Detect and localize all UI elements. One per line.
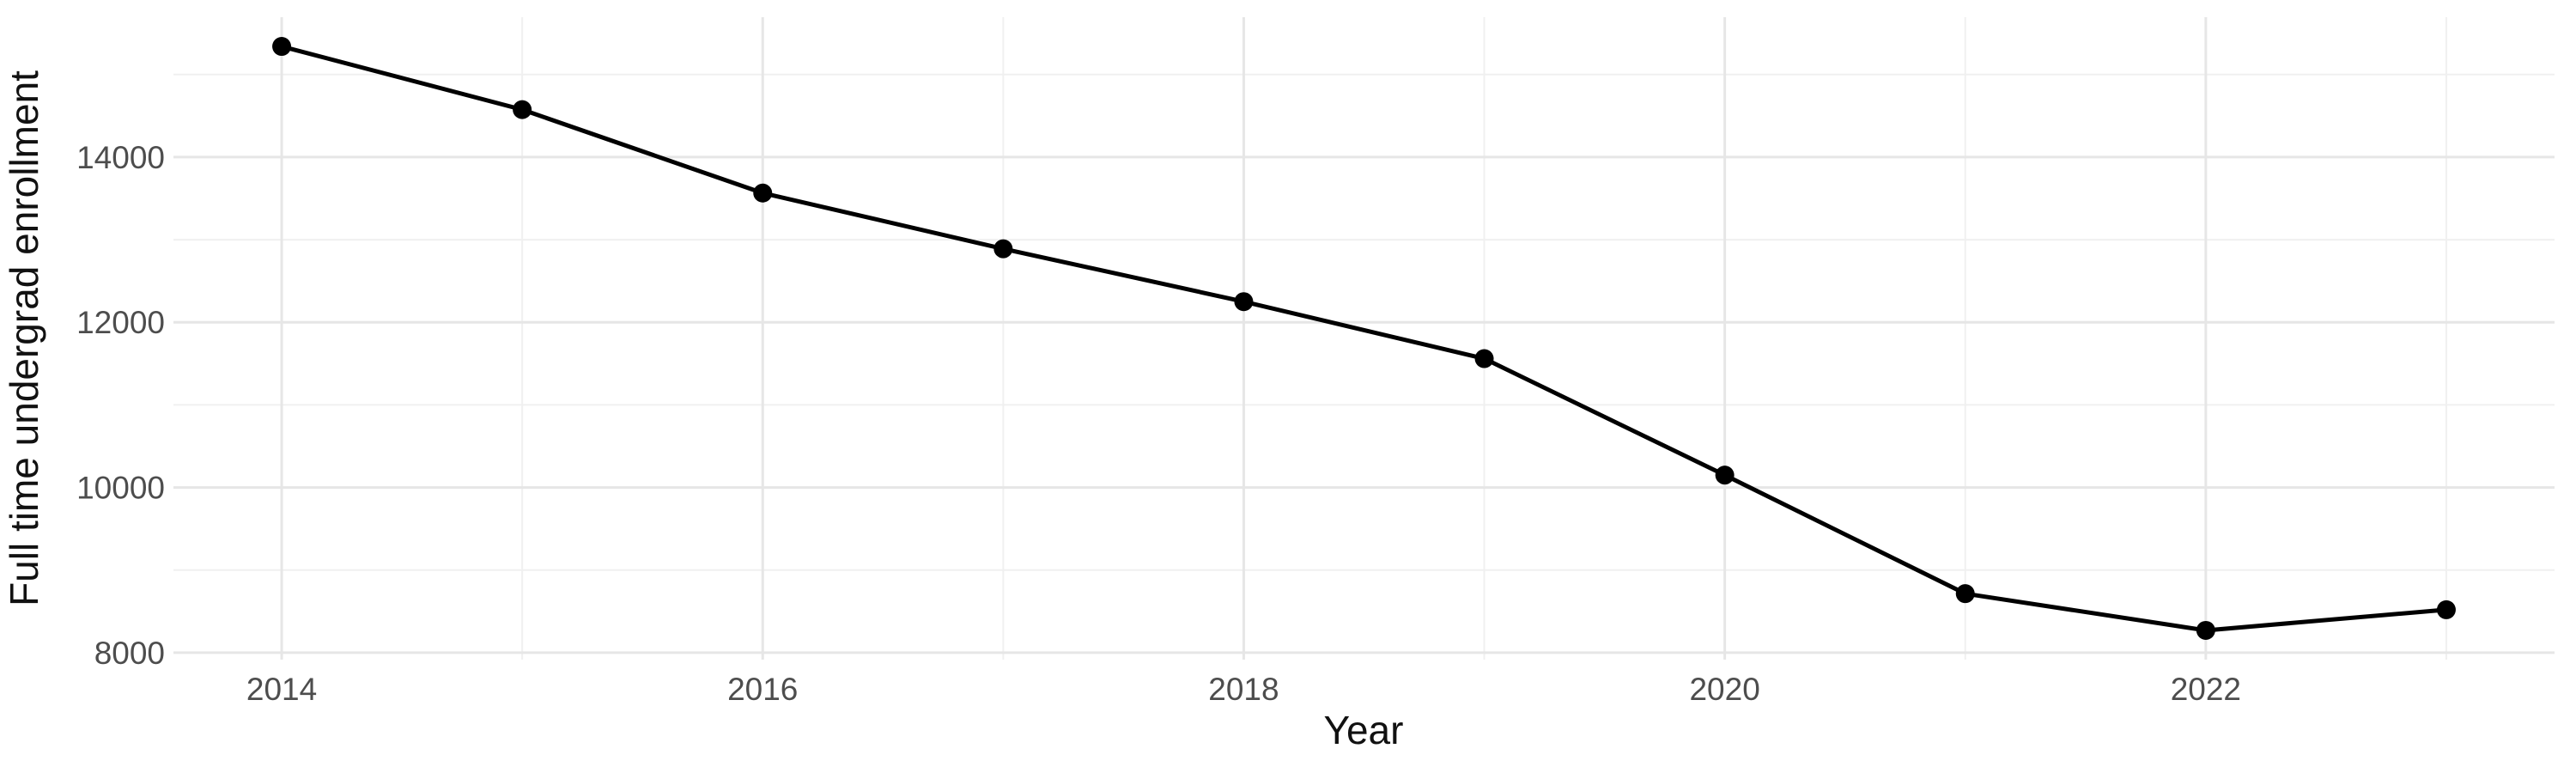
y-axis-title: Full time undergrad enrollment bbox=[2, 70, 46, 606]
data-point-2015 bbox=[513, 100, 532, 119]
data-point-2018 bbox=[1234, 292, 1254, 312]
x-tick-label: 2016 bbox=[727, 672, 798, 707]
y-axis-tick-labels: 8000 10000 12000 14000 bbox=[76, 140, 165, 671]
data-point-2019 bbox=[1474, 349, 1494, 368]
y-tick-label: 12000 bbox=[76, 305, 165, 340]
data-point-2020 bbox=[1715, 466, 1735, 485]
data-point-2021 bbox=[1955, 584, 1975, 604]
data-point-2023 bbox=[2436, 600, 2456, 619]
x-tick-label: 2014 bbox=[246, 672, 317, 707]
x-axis-tick-labels: 2014 2016 2018 2020 2022 bbox=[246, 672, 2241, 707]
x-axis-title: Year bbox=[1324, 708, 1404, 752]
data-point-2016 bbox=[753, 183, 773, 203]
data-point-2022 bbox=[2196, 620, 2215, 640]
data-point-2014 bbox=[272, 37, 292, 57]
x-tick-label: 2018 bbox=[1208, 672, 1279, 707]
major-gridlines bbox=[173, 17, 2555, 660]
minor-gridlines bbox=[173, 17, 2555, 660]
y-tick-label: 10000 bbox=[76, 471, 165, 506]
series-line bbox=[279, 44, 2449, 633]
data-point-2017 bbox=[993, 239, 1013, 259]
y-tick-label: 14000 bbox=[76, 140, 165, 175]
y-tick-label: 8000 bbox=[94, 636, 165, 671]
x-tick-label: 2022 bbox=[2171, 672, 2241, 707]
x-tick-label: 2020 bbox=[1689, 672, 1759, 707]
series-line-group bbox=[272, 37, 2456, 640]
